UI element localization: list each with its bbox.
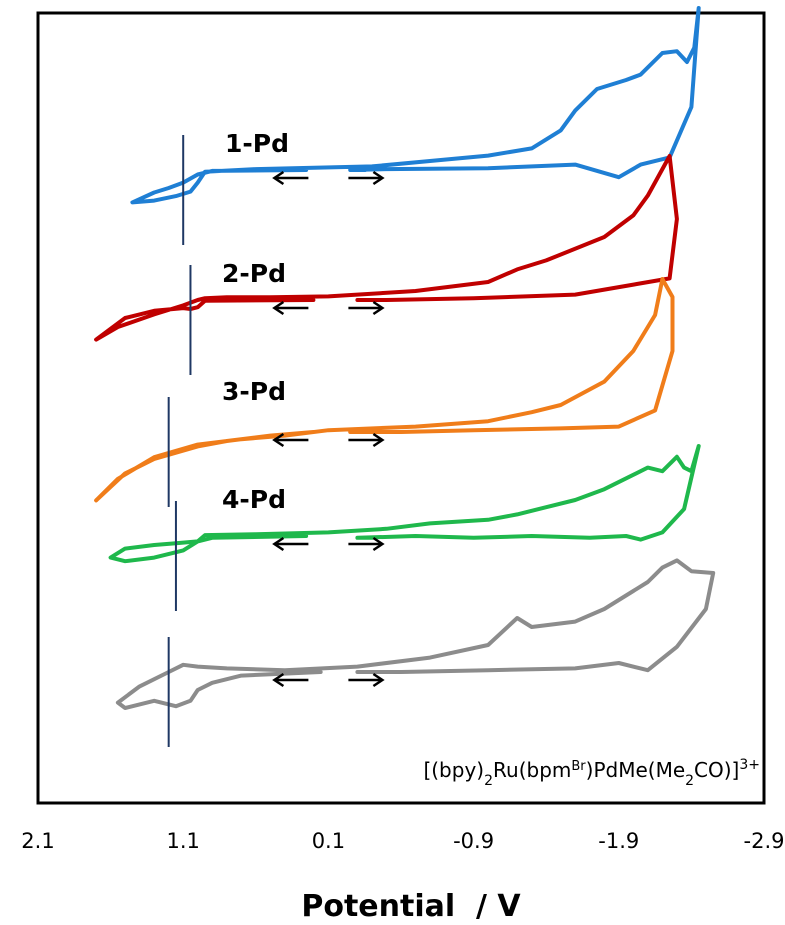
- series-label: 4-Pd: [222, 485, 286, 514]
- x-tick-label: 2.1: [21, 829, 54, 853]
- arrow-head: [372, 432, 385, 448]
- arrow-head: [272, 536, 285, 552]
- cv-trace-4-Pd: [108, 444, 701, 564]
- arrow-head: [272, 672, 285, 688]
- formula-part: [(bpy): [423, 758, 484, 782]
- x-axis-title: Potential / V: [301, 889, 521, 924]
- arrow-head: [272, 300, 285, 316]
- formula-sub: 2: [484, 773, 493, 789]
- formula-part: )PdMe(Me: [586, 758, 685, 782]
- formula-sub: 2: [685, 773, 694, 789]
- formula-sup: Br: [571, 759, 586, 774]
- arrow-head: [372, 170, 385, 186]
- cv-trace-2-Pd: [94, 154, 679, 342]
- cv-trace-3-Pd: [94, 277, 675, 503]
- formula-part: Ru(bpm: [493, 758, 571, 782]
- complex-formula: [(bpy)2Ru(bpmBr)PdMe(Me2CO)]3+: [423, 757, 760, 789]
- x-tick-label: -1.9: [598, 829, 639, 853]
- series-label: 2-Pd: [222, 259, 286, 288]
- series-label: 1-Pd: [225, 129, 289, 158]
- series-layer: [94, 6, 716, 747]
- series-label-layer: 1-Pd 2-Pd 3-Pd 4-Pd: [222, 129, 289, 514]
- arrow-head: [372, 536, 385, 552]
- x-tick-label: -0.9: [453, 829, 494, 853]
- arrow-head: [372, 672, 385, 688]
- formula-part: CO)]: [694, 758, 739, 782]
- cv-trace-reference: [115, 558, 716, 710]
- cv-trace-1-Pd: [130, 6, 701, 205]
- arrow-head: [272, 432, 285, 448]
- arrow-head: [372, 300, 385, 316]
- series-label: 3-Pd: [222, 377, 286, 406]
- x-tick-labels: 2.1 1.1 0.1 -0.9 -1.9 -2.9: [21, 829, 784, 853]
- formula-sup: 3+: [739, 757, 760, 773]
- arrow-head: [272, 170, 285, 186]
- plot-frame: [36, 11, 766, 805]
- x-tick-label: 1.1: [166, 829, 199, 853]
- x-tick-label: -2.9: [744, 829, 785, 853]
- x-tick-label: 0.1: [312, 829, 345, 853]
